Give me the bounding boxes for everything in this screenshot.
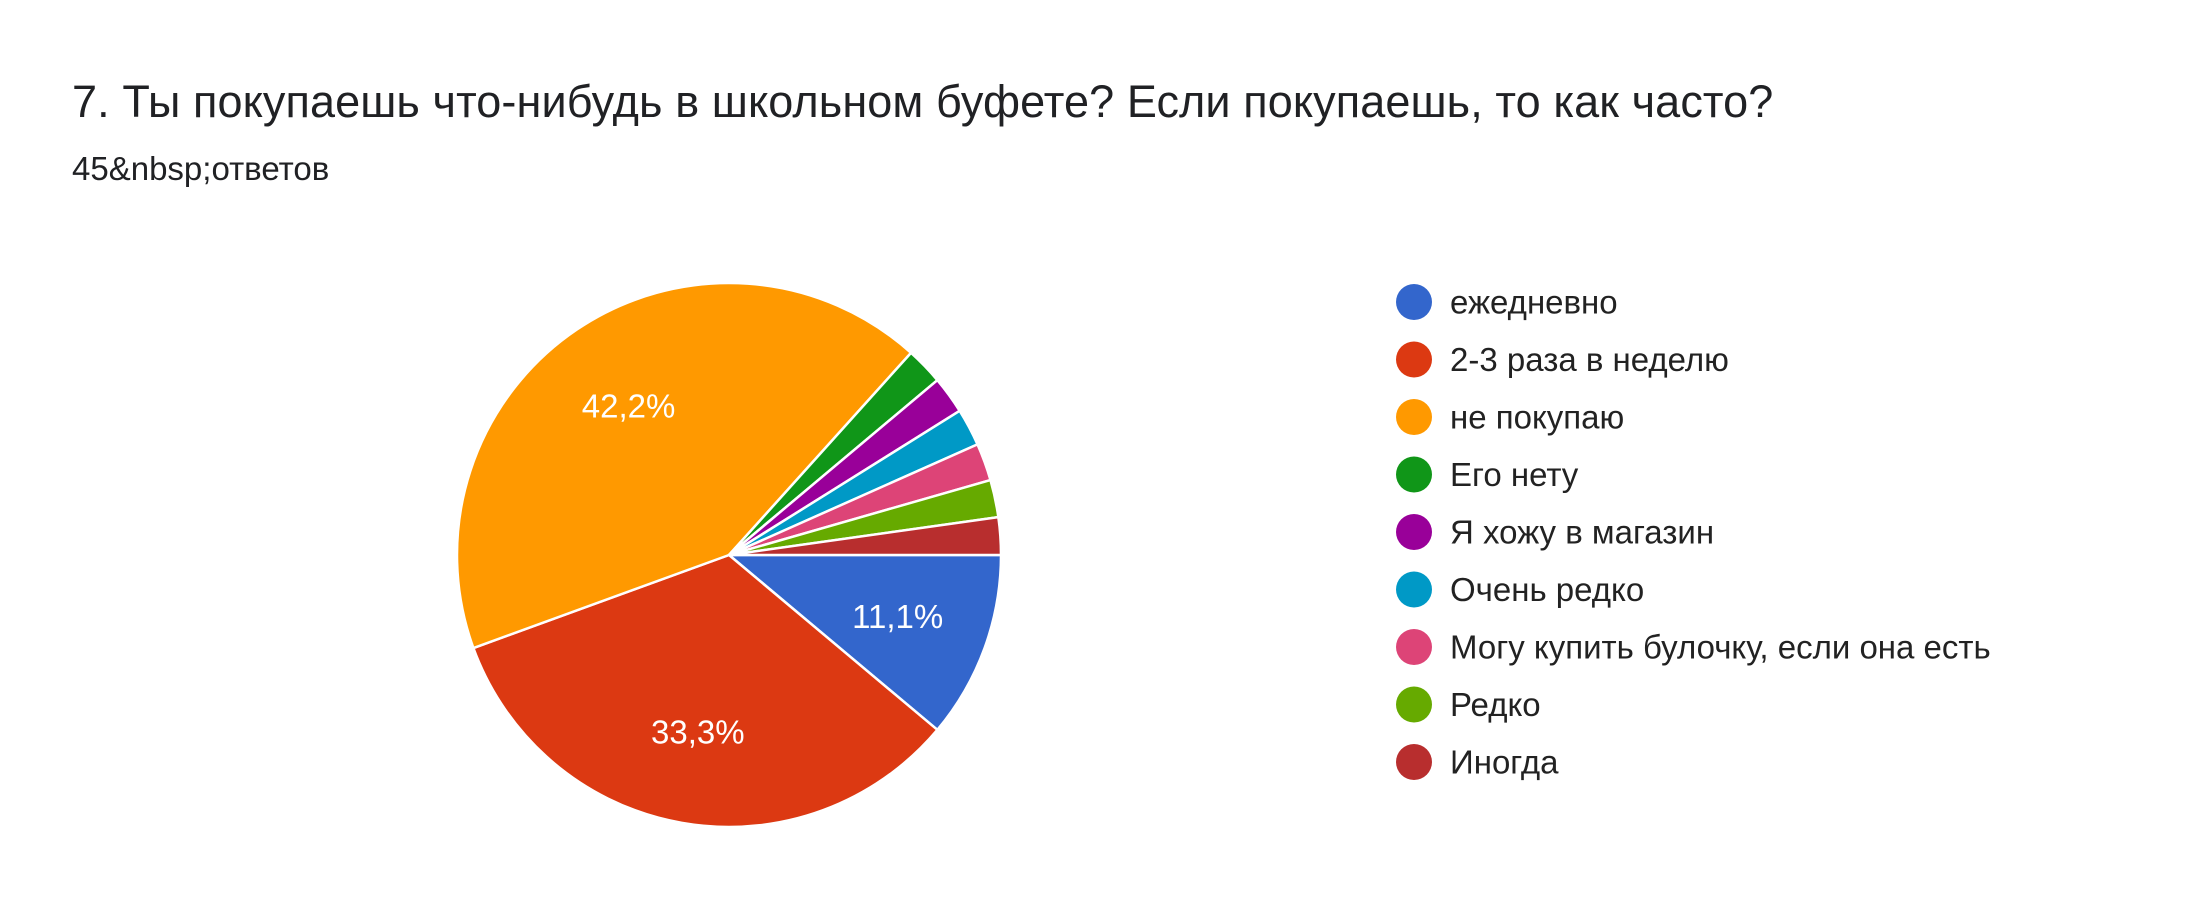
legend-item[interactable]: ежедневно	[1396, 284, 1618, 321]
legend-item[interactable]: не покупаю	[1396, 399, 1624, 436]
pie-slice-1[interactable]	[727, 553, 1003, 732]
legend-label: Я хожу в магазин	[1450, 514, 1714, 551]
legend-label: Могу купить булочку, если она есть	[1450, 629, 1991, 666]
chart-legend: ежедневно 2-3 раза в неделю не покупаю Его …	[1396, 284, 1991, 781]
legend-item[interactable]: Я хожу в магазин	[1396, 514, 1714, 551]
legend-item[interactable]: 2-3 раза в неделю	[1396, 341, 1729, 378]
pie-slice-labels: 11,1% 33,3% 42,2%	[582, 388, 943, 751]
legend-label: Редко	[1450, 686, 1541, 723]
legend-swatch	[1396, 686, 1432, 723]
pie-slice-3[interactable]	[455, 281, 913, 650]
pie-slices	[455, 281, 1003, 829]
legend-swatch	[1396, 341, 1432, 378]
legend-swatch	[1396, 744, 1432, 780]
pie-slice-9[interactable]	[727, 515, 1003, 557]
legend-label: ежедневно	[1450, 284, 1618, 321]
legend-item[interactable]: Редко	[1396, 686, 1541, 723]
legend-label: Иногда	[1450, 744, 1559, 781]
legend-label: Очень редко	[1450, 571, 1644, 608]
question-title: 7. Ты покупаешь что-нибудь в школьном бу…	[72, 76, 1774, 127]
legend-item[interactable]: Могу купить булочку, если она есть	[1396, 629, 1991, 666]
legend-item[interactable]: Его нету	[1396, 456, 1579, 493]
legend-swatch	[1396, 514, 1432, 550]
response-count: 45&nbsp;ответов	[72, 150, 330, 187]
pie-slice-label-3: 42,2%	[582, 388, 676, 425]
pie-slice-2[interactable]	[472, 553, 939, 829]
legend-swatch	[1396, 629, 1432, 665]
legend-swatch	[1396, 284, 1432, 320]
legend-swatch	[1396, 456, 1432, 493]
legend-swatch	[1396, 399, 1432, 435]
legend-label: 2-3 раза в неделю	[1450, 341, 1729, 378]
pie-slice-label-2: 33,3%	[651, 713, 745, 750]
legend-label: не покупаю	[1450, 399, 1624, 436]
legend-swatch	[1396, 571, 1432, 608]
legend-item[interactable]: Очень редко	[1396, 571, 1644, 608]
legend-item[interactable]: Иногда	[1396, 744, 1559, 781]
legend-label: Его нету	[1450, 456, 1579, 493]
pie-slice-label-1: 11,1%	[852, 598, 943, 635]
